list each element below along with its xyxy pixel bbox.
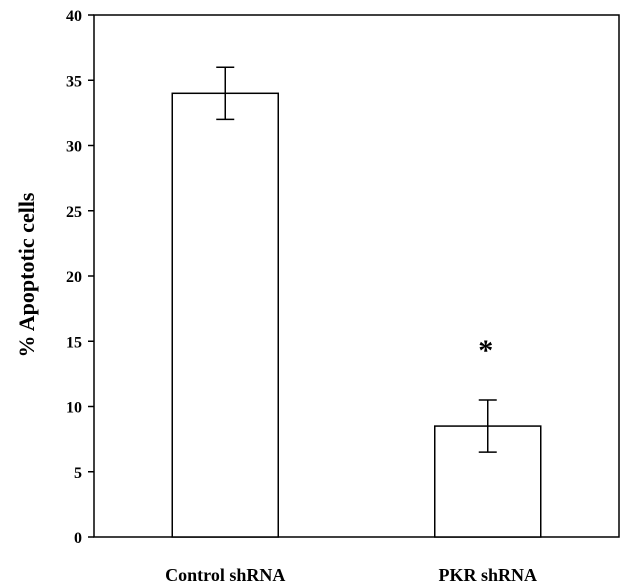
y-tick-label: 5	[74, 465, 82, 482]
y-tick-label: 35	[66, 73, 82, 90]
bar	[171, 92, 279, 538]
y-tick-label: 30	[66, 139, 82, 156]
y-tick-label: 25	[66, 204, 82, 221]
y-tick-label: 20	[66, 269, 82, 286]
significance-asterisk: *	[478, 334, 493, 367]
y-tick-label: 15	[66, 334, 82, 351]
y-tick-label: 40	[66, 8, 82, 25]
y-tick-label: 0	[74, 530, 82, 547]
y-tick-label: 10	[66, 400, 82, 417]
x-category-label: PKR shRNA	[438, 565, 537, 585]
y-axis-label: % Apoptotic cells	[14, 192, 39, 357]
x-category-label: Control shRNA	[165, 565, 285, 585]
plot-area: 0 5 10 15 20 25 30 35 40 Control shRNA PKR shRNA *	[66, 8, 620, 585]
